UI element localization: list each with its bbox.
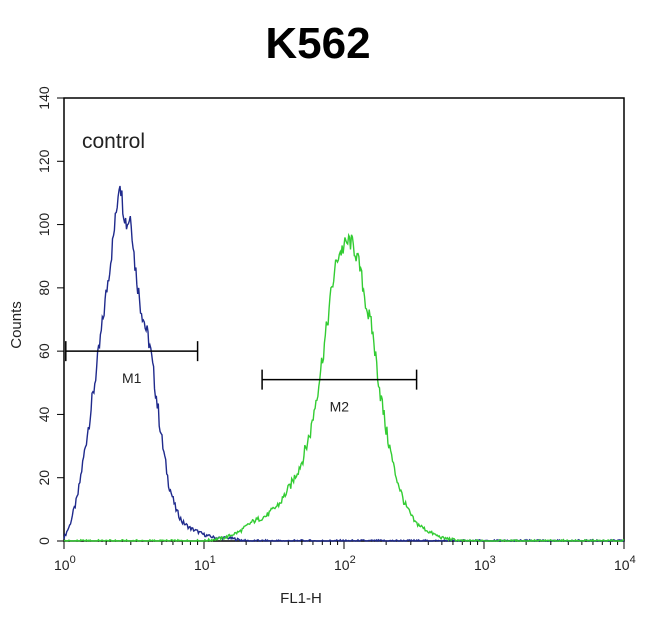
y-tick-label: 80 <box>36 280 52 296</box>
x-tick-label: 102 <box>334 554 356 573</box>
x-tick-exponent: 0 <box>70 554 76 566</box>
y-tick-label: 60 <box>36 343 52 359</box>
y-axis-label: Counts <box>8 301 25 349</box>
y-tick-label: 140 <box>36 86 52 110</box>
y-tick-label: 40 <box>36 406 52 422</box>
x-tick-base: 10 <box>474 557 490 573</box>
x-tick-label: 101 <box>194 554 216 573</box>
y-tick-label: 20 <box>36 470 52 486</box>
x-axis: 100 101 102 103 104 <box>54 541 636 573</box>
series-line-1 <box>63 185 625 543</box>
chart-title: K562 <box>265 19 370 68</box>
series-layer <box>63 185 625 543</box>
x-tick-label: 104 <box>614 554 636 573</box>
plot-frame <box>63 97 625 542</box>
control-annotation: control <box>82 130 145 153</box>
x-tick-label: 100 <box>54 554 76 573</box>
x-tick-base: 10 <box>334 557 350 573</box>
x-tick-exponent: 2 <box>350 554 356 566</box>
x-tick-exponent: 1 <box>210 554 216 566</box>
marker-label: M2 <box>330 399 350 415</box>
y-axis: 0 20 40 60 80 100 120 140 <box>36 86 64 545</box>
y-tick-label: 0 <box>36 537 52 545</box>
x-tick-base: 10 <box>194 557 210 573</box>
x-tick-label: 103 <box>474 554 496 573</box>
series-line-2 <box>63 232 625 543</box>
x-tick-base: 10 <box>614 557 630 573</box>
x-tick-exponent: 3 <box>490 554 496 566</box>
marker-layer: M1 M2 <box>65 341 418 415</box>
x-tick-exponent: 4 <box>630 554 636 566</box>
x-tick-base: 10 <box>54 557 70 573</box>
y-tick-label: 100 <box>36 213 52 237</box>
x-axis-label: FL1-H <box>280 590 322 607</box>
marker-label: M1 <box>122 370 142 386</box>
y-tick-label: 120 <box>36 149 52 173</box>
